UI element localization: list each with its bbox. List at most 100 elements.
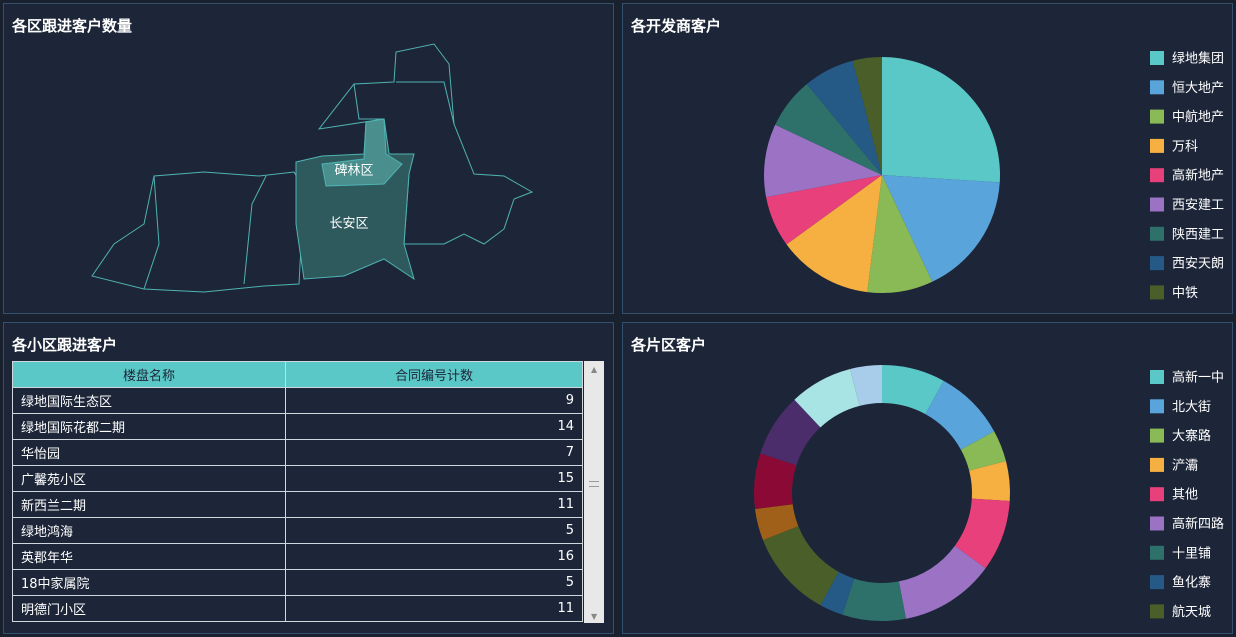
panel-title: 各小区跟进客户 — [12, 336, 118, 354]
pie-panel: 各开发商客户 绿地集团恒大地产中航地产万科高新地产西安建工陕西建工西安天朗中铁 — [622, 3, 1233, 314]
legend-swatch — [1150, 545, 1164, 560]
legend-label: 大寨路 — [1172, 428, 1211, 444]
slice — [882, 57, 1000, 183]
legend-label: 陕西建工 — [1172, 227, 1224, 242]
donut-panel: 各片区客户 高新一中 北大街 大寨路 浐灞 其他 高新四路 十里铺 鱼化寨 航天城 — [622, 322, 1233, 634]
legend-swatch — [1150, 138, 1164, 153]
legend-swatch — [1150, 575, 1164, 590]
table-row: 绿地鸿海 5 — [12, 517, 583, 544]
data-table: 楼盘名称 合同编号计数 绿地国际生态区 9 绿地国际花都二期 14 华怡园 7 广馨苑小区 15… — [12, 361, 583, 622]
column-header: 合同编号计数 — [285, 361, 583, 388]
legend-swatch — [1150, 80, 1164, 95]
legend-label: 中航地产 — [1172, 109, 1224, 125]
district-label: 碑林区 — [334, 163, 373, 179]
scroll-thumb[interactable] — [589, 481, 599, 487]
table-cell: 绿地鸿海 — [12, 517, 286, 544]
table-cell: 9 — [285, 387, 583, 414]
slice — [766, 175, 882, 245]
slice — [882, 365, 944, 415]
panel-title: 各片区客户 — [631, 336, 707, 354]
slice — [794, 369, 860, 428]
table-row: 华怡园 7 — [12, 439, 583, 466]
legend-swatch — [1150, 168, 1164, 183]
table-cell: 绿地国际生态区 — [12, 387, 286, 414]
legend-swatch — [1150, 256, 1164, 271]
legend-label: 其他 — [1172, 488, 1198, 503]
slice — [760, 399, 821, 466]
legend-swatch — [1150, 51, 1164, 65]
scrollbar[interactable]: ▲ ▼ — [584, 361, 604, 623]
table-header: 楼盘名称 合同编号计数 — [12, 361, 583, 388]
table-cell: 11 — [285, 595, 583, 622]
table-row: 绿地国际生态区 9 — [12, 387, 583, 414]
legend-swatch — [1150, 109, 1164, 124]
slice — [820, 571, 855, 615]
slice — [882, 175, 1000, 282]
slice — [969, 461, 1010, 502]
table-row: 广馨苑小区 15 — [12, 465, 583, 492]
table-cell: 绿地国际花都二期 — [12, 413, 286, 440]
table-panel: 各小区跟进客户 楼盘名称 合同编号计数 绿地国际生态区 9 绿地国际花都二期 14 华怡园… — [3, 322, 614, 634]
slice — [960, 431, 1006, 471]
legend-swatch — [1150, 487, 1164, 502]
slice — [754, 453, 797, 510]
slice — [852, 57, 882, 175]
scroll-up[interactable]: ▲ — [591, 365, 598, 374]
legend-swatch — [1150, 399, 1164, 414]
legend-label: 高新一中 — [1172, 370, 1224, 386]
legend-label: 航天城 — [1172, 604, 1211, 620]
table-cell: 11 — [285, 491, 583, 518]
slice — [898, 545, 986, 619]
legend-swatch — [1150, 428, 1164, 443]
legend-swatch — [1150, 226, 1164, 241]
slice — [762, 526, 839, 606]
legend-label: 恒大地产 — [1172, 81, 1224, 96]
legend-label: 绿地集团 — [1172, 51, 1224, 67]
table-row: 绿地国际花都二期 14 — [12, 413, 583, 440]
scroll-down[interactable]: ▼ — [591, 612, 598, 621]
slice — [842, 578, 906, 621]
table-cell: 英郡年华 — [12, 543, 286, 570]
slice — [764, 124, 882, 198]
panel-title: 各区跟进客户数量 — [12, 17, 133, 35]
slice — [786, 175, 882, 293]
legend-label: 十里铺 — [1172, 546, 1211, 561]
table-row: 18中家属院 5 — [12, 569, 583, 596]
slice — [954, 498, 1010, 569]
legend-label: 北大街 — [1172, 400, 1211, 415]
map-panel: 各区跟进客户数量 碑林区 长安区 — [3, 3, 614, 314]
legend-swatch — [1150, 370, 1164, 384]
district-label: 长安区 — [329, 217, 368, 232]
legend-label: 高新地产 — [1172, 168, 1224, 184]
legend-label: 西安建工 — [1172, 198, 1224, 213]
panel-title: 各开发商客户 — [631, 17, 722, 35]
legend-label: 鱼化寨 — [1172, 575, 1211, 591]
slice — [755, 504, 799, 541]
slice — [925, 380, 995, 450]
slice — [806, 60, 882, 176]
table-cell: 广馨苑小区 — [12, 465, 286, 492]
legend-label: 中铁 — [1172, 286, 1198, 301]
table-row: 英郡年华 16 — [12, 543, 583, 570]
legend-swatch — [1150, 516, 1164, 531]
table-cell: 16 — [285, 543, 583, 570]
table-cell: 7 — [285, 439, 583, 466]
map: 碑林区 长安区 — [91, 43, 534, 293]
slice — [867, 175, 933, 293]
table-cell: 15 — [285, 465, 583, 492]
legend-swatch — [1150, 604, 1164, 619]
legend-label: 西安天朗 — [1172, 257, 1224, 272]
table-cell: 5 — [285, 569, 583, 596]
table-cell: 华怡园 — [12, 439, 286, 466]
legend-swatch — [1150, 457, 1164, 472]
legend-label: 万科 — [1172, 139, 1198, 154]
table-cell: 18中家属院 — [12, 569, 286, 596]
legend-label: 高新四路 — [1172, 516, 1224, 532]
table-row: 新西兰二期 11 — [12, 491, 583, 518]
table-cell: 明德门小区 — [12, 595, 286, 622]
legend-swatch — [1150, 285, 1164, 300]
table-cell: 14 — [285, 413, 583, 440]
